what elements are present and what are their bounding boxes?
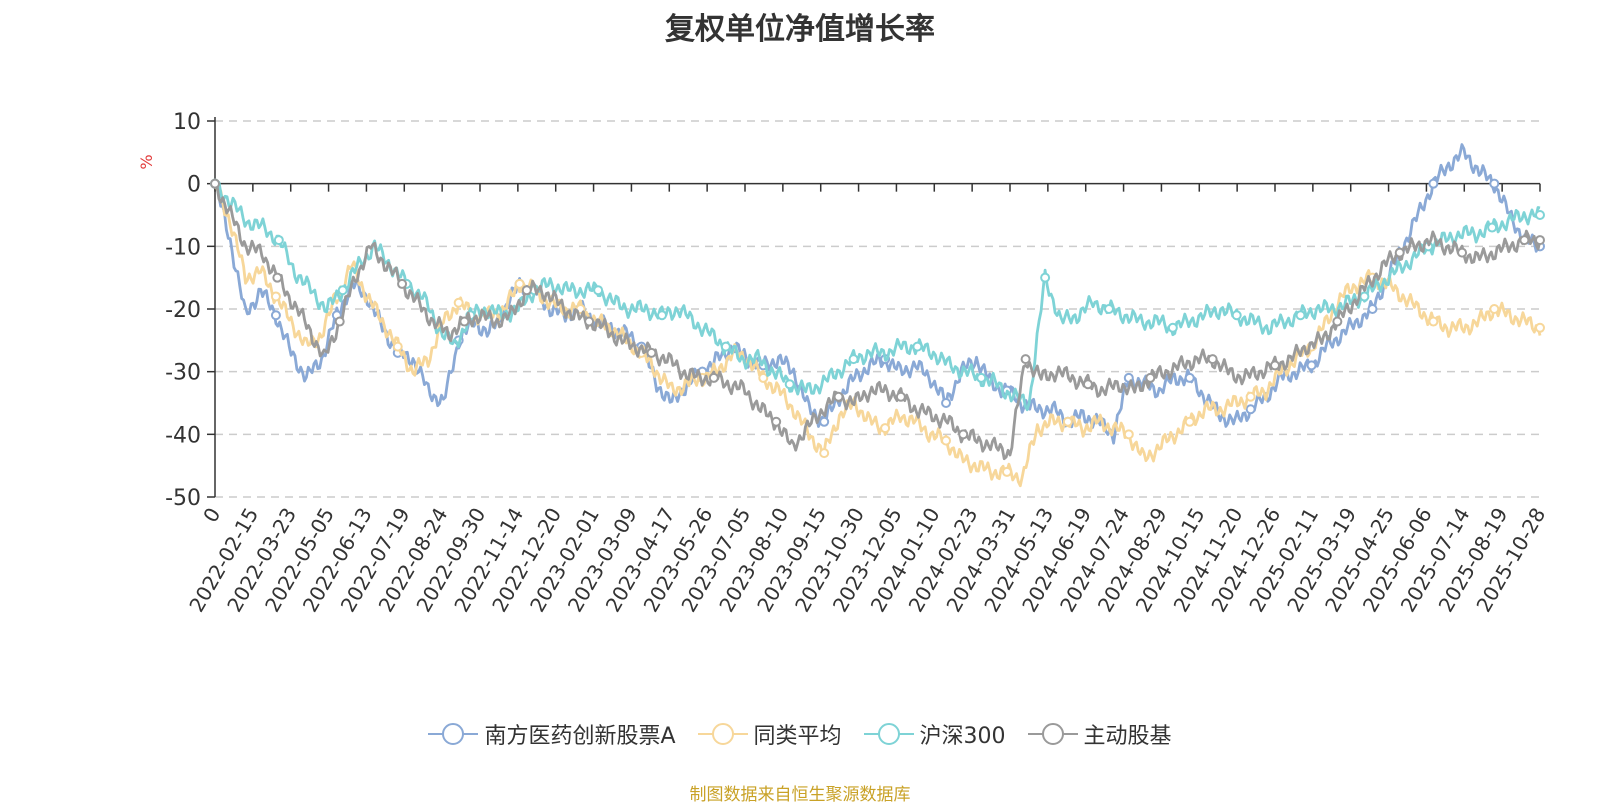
y-tick-label: -20 [165,298,201,323]
data-point [1001,466,1012,477]
legend-item[interactable]: 沪深300 [863,718,1006,750]
legend-item[interactable]: 主动股基 [1027,718,1172,750]
data-point [270,310,281,321]
data-point [1489,178,1500,189]
data-point [1145,372,1156,383]
legend-label: 主动股基 [1083,724,1172,749]
series-line [214,182,1542,461]
legend-label: 沪深300 [919,724,1006,749]
data-point [1020,354,1031,365]
data-point [392,341,403,352]
data-point [646,347,657,358]
legend-label: 同类平均 [753,724,842,749]
data-point [976,372,987,383]
data-point [1295,310,1306,321]
legend-item[interactable]: 南方医药创新股票A [428,718,676,750]
data-point [593,285,604,296]
data-point [941,435,952,446]
data-point [337,285,348,296]
legend-item[interactable]: 同类平均 [697,718,842,750]
data-point [1082,379,1093,390]
data-point [1487,222,1498,233]
data-point [880,423,891,434]
data-point [270,291,281,302]
data-source-note: 制图数据来自恒生聚源数据库 [689,785,911,805]
series-line [214,181,1541,412]
data-point [273,235,284,246]
data-point [656,310,667,321]
data-point [453,297,464,308]
legend-marker-icon [697,722,748,746]
data-point [1062,416,1073,427]
y-tick-label: -40 [165,423,201,448]
data-point [514,278,525,289]
data-point [584,316,595,327]
y-tick-label: -30 [165,361,201,386]
y-tick-label: -10 [165,235,201,260]
data-point [272,272,283,283]
data-point [833,391,844,402]
legend: 南方医药创新股票A 同类平均 沪深300 主动股基 [0,718,1600,750]
data-point [1245,391,1256,402]
data-point [1306,360,1317,371]
data-point [521,285,532,296]
data-point [758,372,769,383]
grid-lines [215,120,1540,498]
legend-label: 南方医药创新股票A [484,724,676,749]
data-point [397,278,408,289]
data-point [958,429,969,440]
data-point [1167,322,1178,333]
data-point [1535,322,1545,333]
line-chart: 100-10-20-30-40-50 02022-02-152022-03-23… [137,110,1550,616]
data-point [1040,272,1051,283]
data-point [941,398,952,408]
data-point [1184,372,1195,383]
series-line [213,183,1542,488]
data-point [1457,247,1468,258]
data-point [895,391,906,402]
data-point [1184,416,1195,427]
data-point [1332,316,1343,327]
legend-marker-icon [428,722,479,746]
data-point [1394,247,1405,258]
data-point [1359,291,1370,302]
data-point [1270,360,1280,371]
data-point [708,372,719,383]
data-point [334,316,345,327]
data-point [784,379,795,390]
data-point [848,354,859,365]
y-axis-label: % [137,154,156,169]
data-point [1207,354,1218,365]
y-tick-label: 10 [173,110,201,135]
data-point [1123,429,1134,440]
data-point [912,341,923,352]
x-tick-label: 0 [198,504,225,527]
data-point [459,316,470,327]
legend-marker-icon [863,722,914,746]
legend-marker-icon [1027,722,1078,746]
data-point [1428,178,1439,189]
chart-title: 复权单位净值增长率 [665,12,935,47]
y-tick-label: -50 [165,486,201,511]
data-point [1519,235,1530,246]
data-point [1231,310,1242,321]
data-point [771,416,782,427]
series-lines [210,143,1545,488]
data-point [720,341,731,352]
data-point [1245,404,1256,415]
data-point [1367,304,1378,314]
data-point [1103,304,1114,314]
y-tick-label: 0 [187,173,201,198]
data-point [1489,304,1500,314]
data-point [819,448,830,459]
data-point [1428,316,1439,327]
data-point [210,178,220,189]
data-point [1535,210,1545,220]
data-point [1535,235,1545,246]
y-axis: 10 0 -10 -20 -30 -40 -50 [165,110,216,511]
data-point [819,416,830,427]
